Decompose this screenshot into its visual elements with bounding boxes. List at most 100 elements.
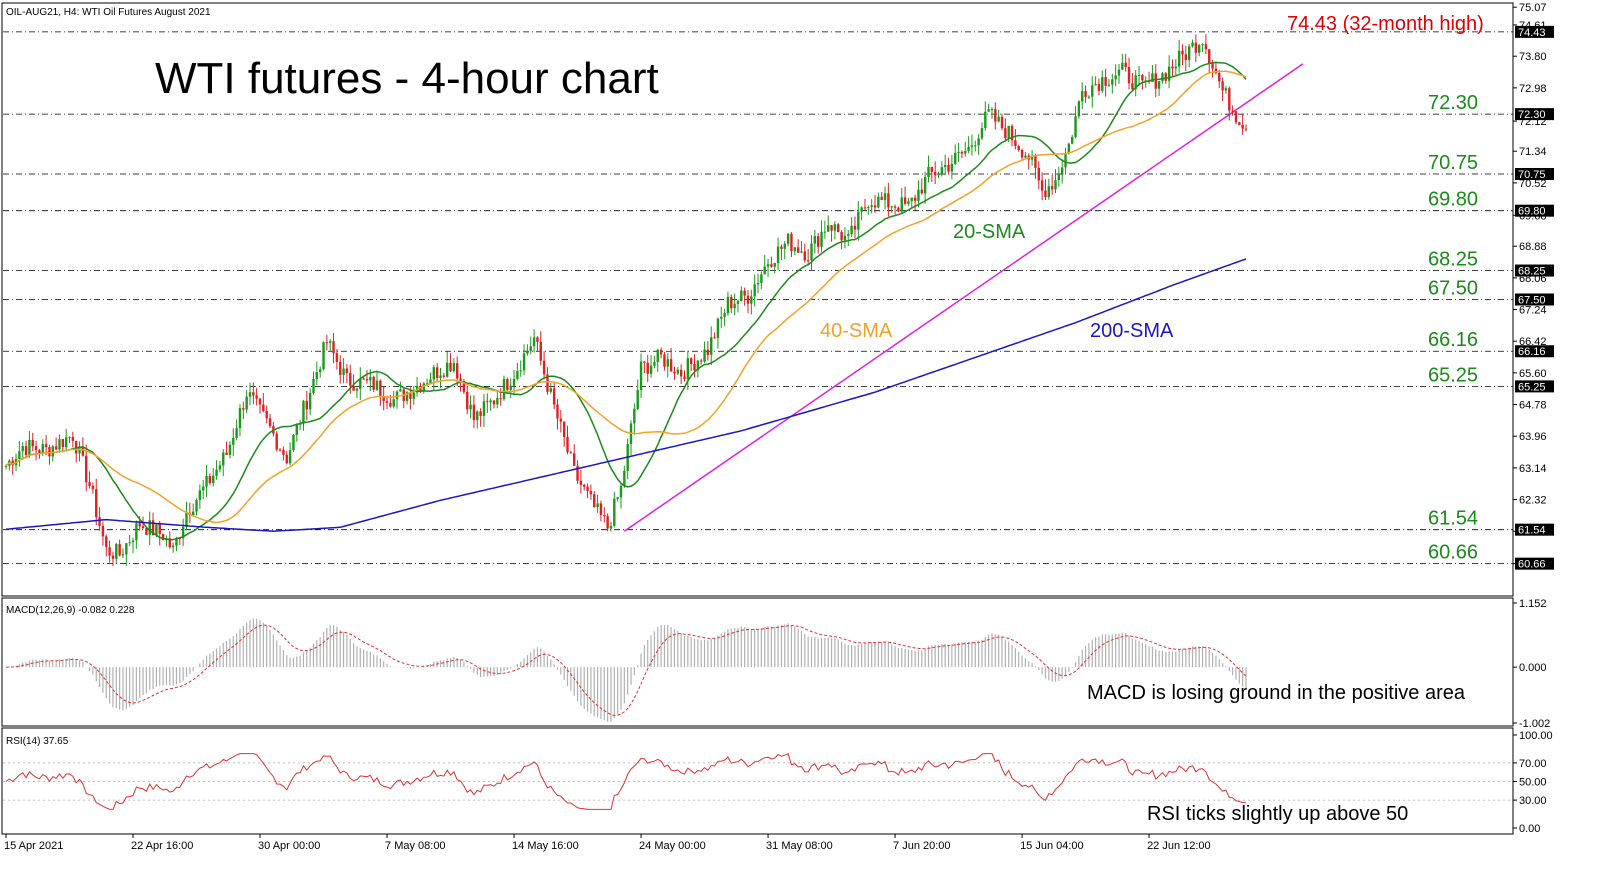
time-axis: 15 Apr 2021 22 Apr 16:00 30 Apr 00:00 7 May… (4, 834, 1211, 852)
candle-body (803, 251, 807, 261)
level-box-text: 61.54 (1518, 525, 1546, 537)
candle-body (1064, 153, 1067, 168)
candle-body (155, 524, 158, 536)
candle-body (318, 369, 322, 373)
candle-body (242, 408, 245, 410)
candle-body (1007, 125, 1010, 139)
candle-body (265, 410, 268, 419)
level-lines (3, 31, 1513, 565)
candle-body (1111, 79, 1114, 85)
axis-tick-label: 70.52 (1519, 178, 1547, 190)
candle-body (806, 260, 810, 262)
candle-body (372, 376, 375, 390)
candle-body (252, 392, 255, 396)
candle-body (853, 225, 857, 230)
candle-body (248, 392, 252, 397)
candle-body (669, 359, 673, 372)
candle-body (937, 173, 940, 176)
candle-body (115, 544, 118, 559)
candle-body (205, 476, 208, 487)
rsi-line (5, 752, 1247, 810)
candle-body (653, 361, 656, 366)
candle-body (890, 206, 893, 208)
candle-body (683, 376, 686, 380)
candle-body (967, 146, 970, 151)
candle-body (776, 246, 780, 263)
rsi-note: RSI ticks slightly up above 50 (1147, 803, 1408, 825)
candle-body (486, 401, 489, 403)
candle-body (365, 379, 369, 381)
axis-tick-label: 65.60 (1519, 368, 1547, 380)
candle-body (48, 447, 51, 457)
candle-body (619, 485, 623, 498)
candle-body (813, 236, 817, 244)
macd-note: MACD is losing ground in the positive ar… (1087, 682, 1466, 704)
candle-body (887, 193, 890, 208)
candle-body (54, 446, 58, 450)
candle-body (750, 296, 753, 304)
candle-body (1091, 85, 1094, 97)
candle-body (195, 500, 198, 512)
candle-body (28, 440, 31, 455)
candle-body (64, 437, 68, 448)
candle-body (382, 396, 385, 402)
candle-body (212, 475, 215, 484)
candle-body (994, 109, 997, 122)
candle-body (41, 444, 44, 454)
candle-body (1231, 110, 1234, 112)
candle-body (1208, 49, 1211, 64)
sma-line (5, 70, 1247, 524)
axis-tick-label: 72.12 (1519, 116, 1547, 128)
candle-body (462, 381, 466, 392)
candle-body (659, 349, 663, 355)
candle-body (395, 391, 399, 400)
candle-body (1161, 73, 1164, 82)
candle-body (616, 497, 619, 499)
candle-body (285, 454, 288, 464)
candle-body (559, 418, 563, 422)
candle-body (121, 554, 125, 556)
candle-body (599, 503, 603, 516)
rsi-tick-label: 100.00 (1519, 730, 1553, 742)
candle-body (713, 337, 716, 339)
candle-body (1244, 128, 1248, 130)
candle-body (800, 251, 803, 253)
candle-body (917, 189, 920, 201)
candle-body (857, 211, 860, 230)
candle-body (603, 515, 606, 517)
candle-body (532, 337, 536, 347)
candle-body (476, 411, 479, 421)
macd-tick-label: 0.000 (1519, 662, 1547, 674)
candle-body (258, 398, 262, 405)
candle-body (900, 197, 903, 212)
candle-body (1044, 190, 1047, 198)
candle-body (984, 111, 987, 129)
level-box (1515, 108, 1554, 121)
candle-body (823, 231, 827, 233)
candle-body (135, 523, 138, 541)
level-box-text: 66.16 (1518, 346, 1546, 358)
candle-body (870, 205, 873, 208)
candle-body (790, 233, 793, 252)
candle-body (763, 266, 766, 275)
candle-body (349, 372, 352, 386)
candle-body (31, 440, 34, 447)
candle-body (723, 313, 726, 317)
candle-body (158, 524, 161, 534)
candle-body (1194, 42, 1198, 53)
candle-body (506, 379, 509, 390)
candle-body (332, 341, 335, 354)
candle-body (235, 428, 238, 438)
level-label: 67.50 (1428, 278, 1478, 300)
candle-body (345, 368, 349, 373)
time-tick-label: 30 Apr 00:00 (258, 840, 320, 852)
candle-body (666, 359, 669, 367)
candle-body (496, 398, 499, 405)
candle-body (479, 411, 482, 416)
candle-body (1131, 83, 1134, 89)
candle-body (1030, 156, 1034, 160)
candle-body (339, 361, 342, 375)
candle-body (770, 264, 773, 267)
candle-body (927, 167, 930, 178)
candle-body (302, 400, 305, 424)
